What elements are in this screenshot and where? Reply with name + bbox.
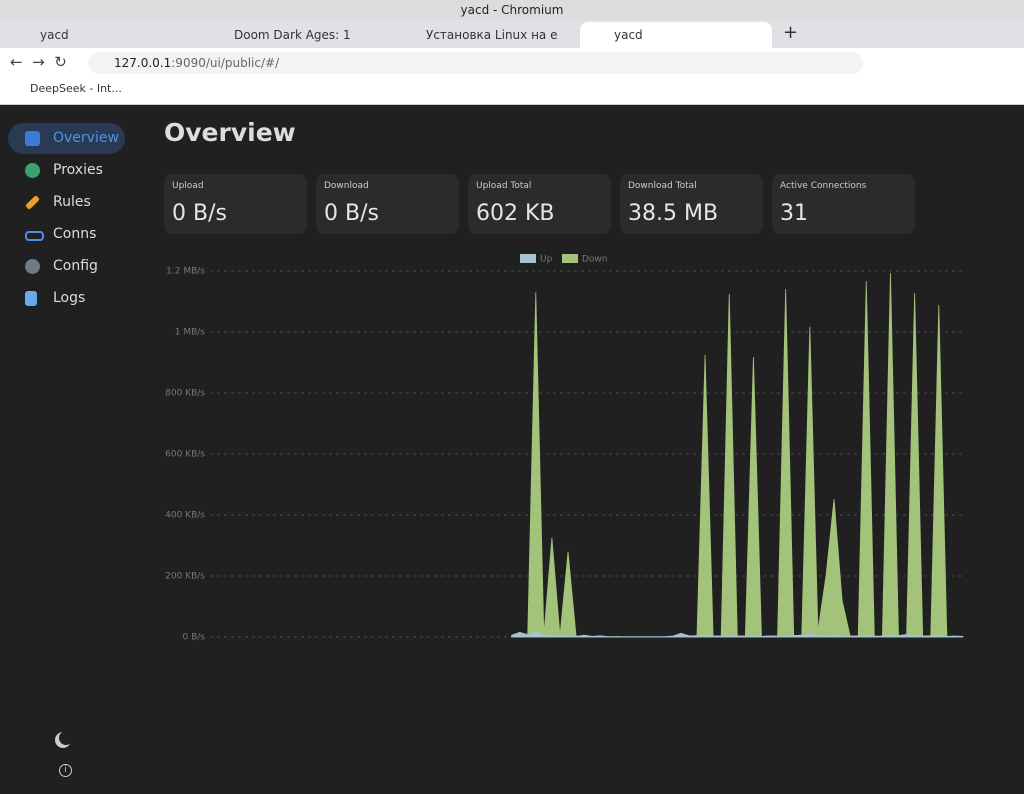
nav-item[interactable]: Proxies [8,155,125,186]
nav-item[interactable]: Logs [8,283,125,314]
legend-swatch [520,254,536,263]
nav-label: Rules [53,194,91,210]
stat-value: 38.5 MB [628,201,719,226]
stat-label: Upload Total [476,181,532,191]
tab-strip [0,20,1024,48]
stat-card: Download 0 B/s [316,174,459,234]
stat-value: 0 B/s [324,201,379,226]
area [511,630,964,638]
chart: 0 B/s 200 KB/s 400 KB/s 600 KB/s 800 KB/s 1 M… [165,254,964,643]
legend-swatch [562,254,578,263]
url-path: :9090/ui/public/#/ [171,56,280,70]
nav-label: Logs [53,290,86,306]
stat-card: Active Connections 31 [772,174,915,234]
stat-value: 602 KB [476,201,555,226]
nav-label: Conns [53,226,97,242]
tab[interactable]: yacd [580,22,772,48]
stat-label: Download [324,181,369,191]
area [511,272,964,638]
y-tick-label: 1 MB/s [175,328,206,338]
nav-label: Proxies [53,162,103,178]
new-tab[interactable]: + [783,22,799,43]
nav-item[interactable]: Rules [8,187,125,218]
tab[interactable]: yacd [40,28,69,42]
legend-label: Up [540,255,553,265]
address-bar[interactable]: 127.0.0.1:9090/ui/public/#/ [88,52,863,74]
stat-card: Upload Total 602 KB [468,174,611,234]
y-tick-label: 0 B/s [183,633,206,643]
window-title: yacd - Chromium [0,0,1024,20]
bookmarks-bar [0,78,1024,105]
y-tick-label: 600 KB/s [165,450,205,460]
theme-toggle[interactable] [59,731,73,745]
stat-label: Download Total [628,181,697,191]
tab[interactable]: Установка Linux на eMMC [426,28,558,42]
url-host: 127.0.0.1 [114,56,172,70]
y-tick-label: 400 KB/s [165,511,205,521]
stat-label: Active Connections [780,181,867,191]
nav-item[interactable]: Overview [8,123,125,154]
y-tick-label: 800 KB/s [165,389,205,399]
page-title: Overview [164,118,296,147]
stat-value: 0 B/s [172,201,227,226]
legend-label: Down [582,255,608,265]
nav-label: Overview [53,130,119,146]
nav-item[interactable]: Config [8,251,125,282]
y-tick-label: 200 KB/s [165,572,205,582]
about-button[interactable]: i [59,764,72,777]
stat-card: Download Total 38.5 MB [620,174,763,234]
nav-label: Config [53,258,98,274]
stat-value: 31 [780,201,808,226]
tab[interactable]: Doom Dark Ages: 10 Th [234,28,350,42]
bookmark[interactable]: DeepSeek - Int... [30,82,122,95]
y-tick-label: 1.2 MB/s [166,267,205,277]
nav-buttons[interactable]: ← → ↻ [10,53,67,71]
nav-item[interactable]: Conns [8,219,125,250]
stat-card: Upload 0 B/s [164,174,307,234]
stat-label: Upload [172,181,204,191]
